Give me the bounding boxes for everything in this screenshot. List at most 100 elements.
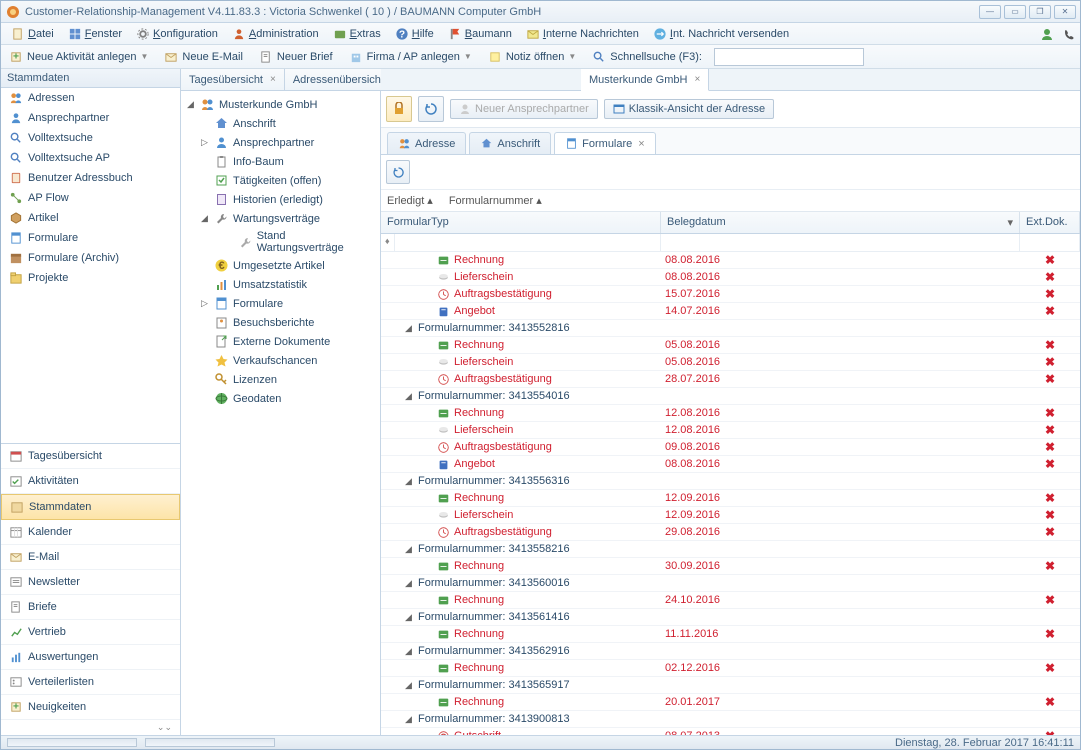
bottomnav-stammdaten[interactable]: Stammdaten	[1, 494, 180, 520]
nav-artikel[interactable]: Artikel	[1, 208, 180, 228]
expand-icon[interactable]: ◢	[405, 391, 415, 402]
bottomnav-neuigkeiten[interactable]: +Neuigkeiten	[1, 695, 180, 720]
expand-icon[interactable]: ◢	[405, 323, 415, 334]
data-row[interactable]: Rechnung12.08.2016✖	[381, 405, 1080, 422]
delete-icon[interactable]: ✖	[1045, 355, 1055, 369]
tab-musterkunde[interactable]: Musterkunde GmbH ×	[581, 69, 709, 91]
menu-hilfe[interactable]: ?Hilfe	[389, 25, 440, 43]
bottomnav-tages-bersicht[interactable]: Tagesübersicht	[1, 444, 180, 469]
group-row[interactable]: ◢Formularnummer: 3413560016	[381, 575, 1080, 592]
delete-icon[interactable]: ✖	[1045, 525, 1055, 539]
tool-firma-ap-anlegen[interactable]: Firma / AP anlegen▼	[345, 48, 476, 66]
delete-icon[interactable]: ✖	[1045, 440, 1055, 454]
delete-icon[interactable]: ✖	[1045, 627, 1055, 641]
delete-icon[interactable]: ✖	[1045, 406, 1055, 420]
subtab-adresse[interactable]: Adresse	[387, 132, 466, 154]
delete-icon[interactable]: ✖	[1045, 695, 1055, 709]
nav-benutzer-adressbuch[interactable]: Benutzer Adressbuch	[1, 168, 180, 188]
data-row[interactable]: Rechnung08.08.2016✖	[381, 252, 1080, 269]
close-button[interactable]: ✕	[1054, 5, 1076, 19]
subtab-formulare[interactable]: Formulare×	[554, 132, 656, 154]
menu-administration[interactable]: Administration	[226, 25, 325, 43]
expand-icon[interactable]: ◢	[405, 544, 415, 555]
delete-icon[interactable]: ✖	[1045, 372, 1055, 386]
group-row[interactable]: ◢Formularnummer: 3413565917	[381, 677, 1080, 694]
expand-icon[interactable]: ◢	[201, 213, 210, 224]
expand-icon[interactable]: ▷	[201, 137, 210, 148]
bottomnav-vertrieb[interactable]: Vertrieb	[1, 620, 180, 645]
delete-icon[interactable]: ✖	[1045, 457, 1055, 471]
tool-neue-aktivit-t-anlegen[interactable]: +Neue Aktivität anlegen▼	[5, 48, 152, 66]
data-row[interactable]: Angebot14.07.2016✖	[381, 303, 1080, 320]
tree-verkaufschancen[interactable]: Verkaufschancen	[185, 351, 376, 370]
group-row[interactable]: ◢Formularnummer: 3413556316	[381, 473, 1080, 490]
close-icon[interactable]: ×	[270, 74, 276, 85]
data-row[interactable]: Auftragsbestätigung09.08.2016✖	[381, 439, 1080, 456]
menu-konfiguration[interactable]: Konfiguration	[130, 25, 224, 43]
menu-int-nachricht-versenden[interactable]: Int. Nachricht versenden	[647, 25, 795, 43]
data-row[interactable]: Gutschrift08.07.2013✖	[381, 728, 1080, 735]
filter-typ[interactable]	[395, 234, 661, 251]
expand-icon[interactable]: ◢	[405, 476, 415, 487]
phone-icon[interactable]	[1062, 27, 1076, 41]
menu-fenster[interactable]: Fenster	[62, 25, 128, 43]
data-row[interactable]: Auftragsbestätigung15.07.2016✖	[381, 286, 1080, 303]
delete-icon[interactable]: ✖	[1045, 338, 1055, 352]
data-row[interactable]: Auftragsbestätigung28.07.2016✖	[381, 371, 1080, 388]
restore-button[interactable]: ❐	[1029, 5, 1051, 19]
tree-musterkunde-gmbh[interactable]: ◢Musterkunde GmbH	[185, 95, 376, 114]
nav-volltextsuche-ap[interactable]: Volltextsuche AP	[1, 148, 180, 168]
delete-icon[interactable]: ✖	[1045, 304, 1055, 318]
quicksearch-input[interactable]	[714, 48, 864, 66]
col-formulartyp[interactable]: FormularTyp	[381, 212, 661, 233]
tree-umsatzstatistik[interactable]: Umsatzstatistik	[185, 275, 376, 294]
maximize-button[interactable]: ▭	[1004, 5, 1026, 19]
expand-icon[interactable]: ◢	[405, 714, 415, 725]
data-row[interactable]: Rechnung20.01.2017✖	[381, 694, 1080, 711]
data-row[interactable]: Rechnung11.11.2016✖	[381, 626, 1080, 643]
nav-adressen[interactable]: Adressen	[1, 88, 180, 108]
close-icon[interactable]: ×	[638, 138, 644, 150]
tab-tagesübersicht[interactable]: Tagesübersicht×	[181, 69, 285, 90]
data-row[interactable]: Angebot08.08.2016✖	[381, 456, 1080, 473]
collapse-handle[interactable]: ⌄⌄	[1, 720, 180, 735]
bottomnav-aktivit-ten[interactable]: Aktivitäten	[1, 469, 180, 494]
menu-baumann[interactable]: Baumann	[442, 25, 518, 43]
expand-icon[interactable]: ◢	[405, 578, 415, 589]
bottomnav-e-mail[interactable]: E-Mail	[1, 545, 180, 570]
col-extdok[interactable]: Ext.Dok.	[1020, 212, 1080, 233]
data-row[interactable]: Lieferschein08.08.2016✖	[381, 269, 1080, 286]
neuer-ansprechpartner-button[interactable]: Neuer Ansprechpartner	[450, 99, 598, 119]
refresh-button[interactable]	[418, 96, 444, 122]
data-row[interactable]: Lieferschein12.09.2016✖	[381, 507, 1080, 524]
nav-ansprechpartner[interactable]: Ansprechpartner	[1, 108, 180, 128]
data-row[interactable]: Rechnung02.12.2016✖	[381, 660, 1080, 677]
tree-formulare[interactable]: ▷Formulare	[185, 294, 376, 313]
group-row[interactable]: ◢Formularnummer: 3413561416	[381, 609, 1080, 626]
group-row[interactable]: ◢Formularnummer: 3413558216	[381, 541, 1080, 558]
nav-formulare-archiv-[interactable]: Formulare (Archiv)	[1, 248, 180, 268]
menu-datei[interactable]: Datei	[5, 25, 60, 43]
tree-externe-dokumente[interactable]: Externe Dokumente	[185, 332, 376, 351]
tree-t-tigkeiten-offen-[interactable]: Tätigkeiten (offen)	[185, 171, 376, 190]
data-row[interactable]: Auftragsbestätigung29.08.2016✖	[381, 524, 1080, 541]
tree-stand-wartungsvertr-ge[interactable]: Stand Wartungsverträge	[185, 228, 376, 256]
tool-neuer-brief[interactable]: Neuer Brief	[255, 48, 337, 66]
bottomnav-auswertungen[interactable]: Auswertungen	[1, 645, 180, 670]
delete-icon[interactable]: ✖	[1045, 508, 1055, 522]
data-row[interactable]: Lieferschein12.08.2016✖	[381, 422, 1080, 439]
data-row[interactable]: Rechnung12.09.2016✖	[381, 490, 1080, 507]
expand-icon[interactable]: ▷	[201, 298, 210, 309]
group-row[interactable]: ◢Formularnummer: 3413552816	[381, 320, 1080, 337]
tree-lizenzen[interactable]: Lizenzen	[185, 370, 376, 389]
menu-extras[interactable]: Extras	[327, 25, 387, 43]
klassik-ansicht-button[interactable]: Klassik-Ansicht der Adresse	[604, 99, 774, 119]
nav-volltextsuche[interactable]: Volltextsuche	[1, 128, 180, 148]
bottomnav-newsletter[interactable]: Newsletter	[1, 570, 180, 595]
tree-ansprechpartner[interactable]: ▷Ansprechpartner	[185, 133, 376, 152]
subtab-anschrift[interactable]: Anschrift	[469, 132, 551, 154]
expand-icon[interactable]: ◢	[187, 99, 196, 110]
group-row[interactable]: ◢Formularnummer: 3413554016	[381, 388, 1080, 405]
lock-button[interactable]	[386, 96, 412, 122]
tool-notiz-ffnen[interactable]: Notiz öffnen▼	[484, 48, 580, 66]
